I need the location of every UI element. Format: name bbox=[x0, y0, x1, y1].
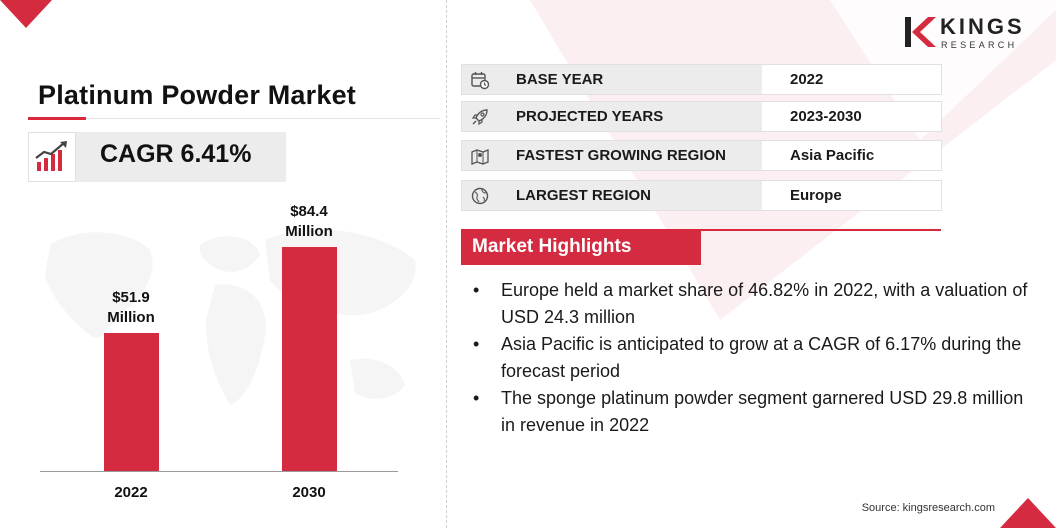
info-label: BASE YEAR bbox=[516, 71, 604, 88]
bar-2030 bbox=[281, 247, 337, 471]
bullet-icon: • bbox=[473, 388, 480, 408]
info-value: 2023-2030 bbox=[790, 108, 862, 125]
calendar-clock-icon bbox=[471, 72, 490, 90]
info-value: Asia Pacific bbox=[790, 147, 875, 164]
info-row-fastest-growing-region: FASTEST GROWING REGION Asia Pacific bbox=[461, 140, 942, 171]
info-label: LARGEST REGION bbox=[516, 187, 652, 204]
info-value: Europe bbox=[790, 187, 842, 204]
x-tick-label: 2022 bbox=[114, 484, 148, 501]
highlights-rule bbox=[461, 229, 941, 231]
title-underline bbox=[28, 118, 440, 119]
highlights-header bbox=[461, 231, 701, 265]
list-item: • The sponge platinum powder segment garn… bbox=[470, 385, 1030, 439]
bar-data-label: $84.4 Million bbox=[285, 203, 333, 240]
info-row-projected-years: PROJECTED YEARS 2023-2030 bbox=[461, 101, 942, 132]
globe-icon bbox=[471, 187, 489, 205]
title-accent-bar bbox=[28, 117, 86, 120]
growth-chart-icon bbox=[35, 141, 67, 171]
info-label: PROJECTED YEARS bbox=[516, 108, 664, 125]
rocket-icon bbox=[471, 109, 488, 126]
info-row-largest-region: LARGEST REGION Europe bbox=[461, 180, 942, 211]
highlights-list: • Europe held a market share of 46.82% in… bbox=[470, 277, 1030, 439]
bar-2022 bbox=[103, 333, 159, 471]
info-value: 2022 bbox=[790, 71, 824, 88]
x-tick-label: 2030 bbox=[292, 484, 326, 501]
list-item: • Europe held a market share of 46.82% in… bbox=[470, 277, 1030, 331]
cagr-icon-box bbox=[28, 132, 76, 182]
cagr-value: CAGR 6.41% bbox=[100, 140, 252, 168]
corner-decoration bbox=[1000, 498, 1056, 528]
highlights-heading: Market Highlights bbox=[472, 236, 632, 257]
source-note: Source: kingsresearch.com bbox=[861, 502, 995, 514]
list-item: • Asia Pacific is anticipated to grow at … bbox=[470, 331, 1030, 385]
logo-subtext: RESEARCH bbox=[941, 40, 1018, 50]
kings-research-logo bbox=[905, 17, 936, 47]
bar-data-label: $51.9 Million bbox=[107, 289, 155, 326]
bullet-icon: • bbox=[473, 334, 480, 354]
logo-text: KINGS bbox=[940, 14, 1025, 39]
page-title: Platinum Powder Market bbox=[38, 80, 356, 110]
info-label: FASTEST GROWING REGION bbox=[516, 147, 727, 164]
info-row-base-year: BASE YEAR 2022 bbox=[461, 64, 942, 95]
x-axis-line bbox=[40, 471, 398, 472]
bullet-icon: • bbox=[473, 280, 480, 300]
corner-decoration bbox=[0, 0, 52, 28]
panel-divider bbox=[446, 0, 447, 528]
region-map-icon bbox=[471, 149, 489, 165]
